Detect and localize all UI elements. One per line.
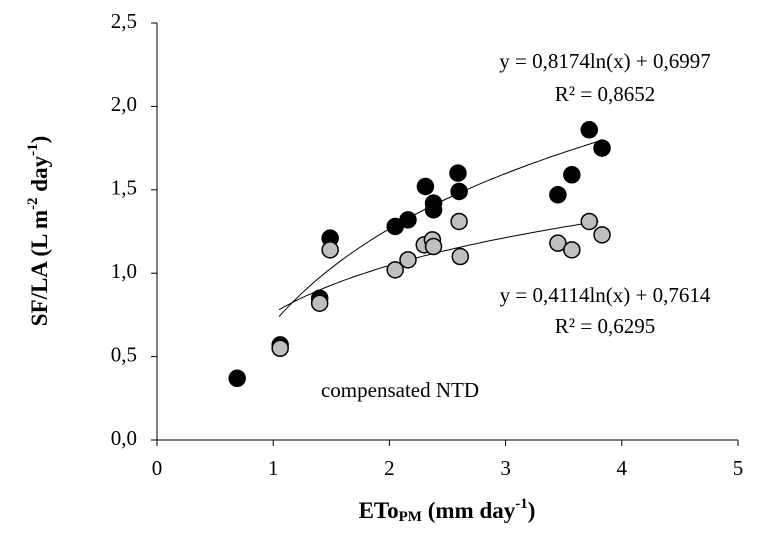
point (399, 211, 417, 229)
x-title-part: ) (528, 498, 536, 523)
point (450, 212, 468, 231)
point (593, 139, 611, 157)
x-tick-label: 3 (500, 456, 511, 480)
point (450, 182, 468, 201)
x-tick-label: 0 (152, 456, 163, 480)
x-title-sub: PM (399, 509, 422, 525)
point (310, 294, 329, 312)
x-title-sup: -1 (515, 496, 528, 512)
point (563, 166, 581, 184)
y-tick-label: 0,0 (111, 426, 137, 450)
point (399, 251, 417, 269)
y-tick-label: 1,5 (111, 176, 137, 200)
point (271, 339, 289, 358)
x-tick-label: 4 (617, 456, 628, 480)
point (424, 201, 443, 219)
point (424, 237, 443, 256)
point (321, 241, 339, 259)
point (451, 247, 470, 266)
x-tick-label: 1 (268, 456, 279, 480)
r-squared: R² = 0,8652 (555, 82, 655, 106)
equation: y = 0,8174ln(x) + 0,6997 (499, 49, 711, 73)
point (563, 241, 581, 259)
annotation: compensated NTD (321, 378, 479, 402)
point (580, 212, 599, 231)
y-tick-label: 2,0 (111, 92, 137, 116)
point (580, 121, 599, 139)
y-tick-label: 0,5 (111, 342, 137, 366)
r-squared: R² = 0,6295 (555, 314, 655, 338)
y-title-part: SF/LA (L m (27, 210, 52, 326)
point (416, 177, 435, 196)
point (549, 234, 567, 252)
point (593, 226, 611, 244)
y-title-sup: -2 (25, 197, 41, 210)
y-tick-label: 2,5 (111, 9, 137, 33)
point (386, 261, 404, 279)
point (228, 369, 246, 388)
y-title-sup: -1 (25, 143, 41, 156)
y-title-part: day (27, 155, 52, 197)
y-tick-label: 1,0 (111, 259, 137, 283)
x-title-part: (mm day (422, 498, 516, 523)
equation: y = 0,4114ln(x) + 0,7614 (500, 283, 711, 307)
x-title-part: ETo (359, 498, 399, 523)
point (449, 164, 467, 182)
y-axis-title: SF/LA (L m-2 day-1) (25, 136, 52, 327)
point (549, 186, 567, 204)
x-tick-label: 2 (384, 456, 395, 480)
y-title-part: ) (27, 136, 52, 144)
x-axis-title: EToPM (mm day-1) (359, 496, 536, 525)
x-tick-label: 5 (733, 456, 744, 480)
